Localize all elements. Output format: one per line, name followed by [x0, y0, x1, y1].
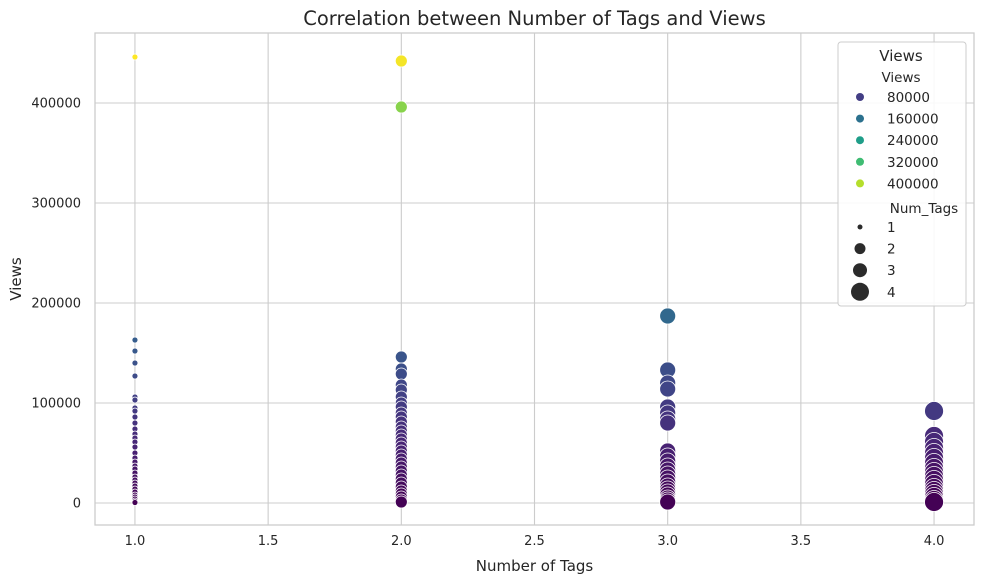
legend-hue-label: 400000	[887, 176, 939, 192]
data-point	[394, 100, 408, 114]
legend-hue-marker	[856, 93, 864, 101]
legend-hue-marker	[856, 114, 864, 123]
x-tick-label: 2.0	[391, 534, 412, 549]
legend: Views Views 80000 160000 240000 320000 40000…	[837, 41, 967, 307]
data-point	[924, 401, 944, 421]
data-point	[131, 413, 139, 421]
data-point	[659, 307, 677, 325]
data-point	[659, 414, 677, 432]
legend-size-entries: 1 2 3 4	[851, 220, 896, 301]
legend-hue-marker	[856, 136, 864, 145]
data-point	[394, 350, 408, 364]
data-point	[131, 499, 139, 506]
x-tick-label: 1.0	[125, 534, 146, 549]
x-tick-label: 3.5	[791, 534, 812, 549]
legend-hue-marker	[856, 157, 864, 166]
y-axis-title: Views	[7, 257, 25, 301]
data-point	[131, 347, 139, 355]
y-tick-label: 300000	[31, 197, 81, 212]
data-points	[131, 53, 944, 512]
legend-size-title: Num_Tags	[890, 201, 958, 217]
data-point	[394, 367, 408, 381]
legend-hue-label: 80000	[887, 90, 930, 106]
legend-size-marker	[857, 224, 863, 230]
y-tick-label: 100000	[31, 397, 81, 412]
data-point	[394, 495, 408, 509]
chart-title: Correlation between Number of Tags and V…	[303, 7, 765, 30]
data-point	[131, 396, 139, 404]
legend-title: Views	[879, 47, 923, 65]
data-point	[659, 380, 677, 398]
grid	[95, 33, 974, 525]
legend-size-marker	[854, 243, 866, 255]
plot-frame	[94, 32, 975, 526]
data-point	[131, 419, 139, 427]
legend-size-label: 3	[887, 263, 896, 279]
tick-labels: 1.0 1.5 2.0 2.5 3.0 3.5 4.0 0 100000 200000 300000…	[31, 97, 944, 550]
legend-size-label: 4	[887, 285, 896, 301]
data-point	[131, 443, 139, 451]
x-tick-label: 2.5	[524, 534, 545, 549]
data-point	[924, 492, 944, 512]
data-point	[394, 54, 408, 68]
legend-size-marker	[851, 282, 869, 301]
legend-hue-entries: 80000 160000 240000 320000 400000	[856, 90, 939, 192]
legend-hue-marker	[856, 179, 864, 188]
y-tick-label: 400000	[31, 97, 81, 112]
x-tick-label: 3.0	[657, 534, 678, 549]
legend-box	[837, 41, 967, 307]
data-point	[131, 407, 139, 415]
legend-hue-label: 160000	[887, 112, 939, 128]
legend-size-marker	[853, 263, 867, 278]
y-tick-label: 0	[73, 497, 81, 512]
x-axis-title: Number of Tags	[476, 557, 594, 575]
x-tick-label: 1.5	[258, 534, 279, 549]
data-point	[659, 493, 677, 511]
legend-hue-title: Views	[881, 70, 920, 86]
y-tick-label: 200000	[31, 297, 81, 312]
legend-size-label: 1	[887, 220, 896, 236]
legend-hue-label: 240000	[887, 133, 939, 149]
data-point	[131, 336, 139, 344]
legend-hue-label: 320000	[887, 155, 939, 171]
data-point	[131, 359, 139, 367]
legend-size-label: 2	[887, 242, 896, 258]
data-point	[131, 372, 139, 380]
data-point	[131, 53, 139, 61]
x-tick-label: 4.0	[924, 534, 945, 549]
